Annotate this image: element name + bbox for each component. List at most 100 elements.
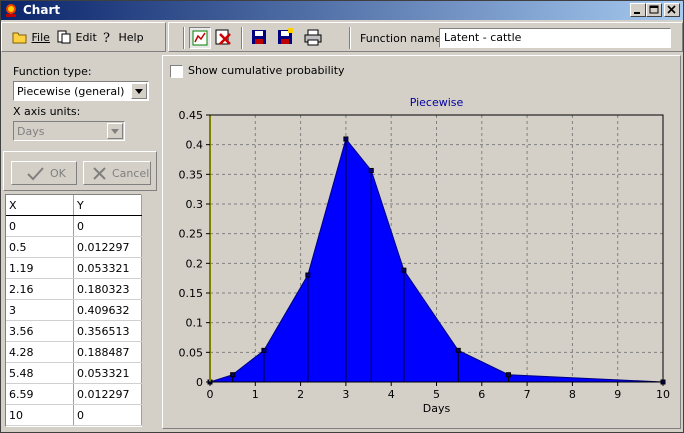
chart-panel: Show cumulative probability 0 1 2 3 4 5 6 7 8 9 10… xyxy=(162,55,681,429)
x-tick-label: 0 xyxy=(207,388,214,401)
window-title: Chart xyxy=(23,3,61,17)
y-tick-label: 0.35 xyxy=(179,168,204,181)
table-row[interactable]: 2.16 0.180323 xyxy=(6,278,142,300)
cell-y[interactable]: 0.053321 xyxy=(73,362,142,384)
toolbar-separator xyxy=(241,27,243,49)
function-name-label: Function name: xyxy=(360,32,446,45)
menu-help[interactable]: ? Help xyxy=(103,31,144,46)
cell-x[interactable]: 2.16 xyxy=(6,278,74,300)
chart-view-icon xyxy=(192,30,208,46)
print-icon xyxy=(304,29,322,46)
menu-file[interactable]: File xyxy=(12,30,50,46)
save-as-button[interactable] xyxy=(275,27,297,49)
cell-y[interactable]: 0 xyxy=(73,215,142,237)
x-tick-label: 7 xyxy=(524,388,531,401)
minimize-button[interactable] xyxy=(630,3,646,17)
delete-chart-icon xyxy=(215,29,231,45)
data-point xyxy=(230,372,236,378)
svg-text:?: ? xyxy=(103,31,110,44)
column-header-x[interactable]: X xyxy=(6,195,74,216)
cell-x[interactable]: 1.19 xyxy=(6,257,74,279)
x-tick-label: 10 xyxy=(656,388,670,401)
cell-x[interactable]: 3 xyxy=(6,299,74,321)
app-icon xyxy=(6,4,16,17)
x-tick-label: 5 xyxy=(433,388,440,401)
cell-y[interactable]: 0.012297 xyxy=(73,236,142,258)
cell-x[interactable]: 5.48 xyxy=(6,362,74,384)
table-row[interactable]: 10 0 xyxy=(6,404,142,426)
data-point xyxy=(368,167,374,173)
x-axis-units-label: X axis units: xyxy=(13,105,81,118)
y-tick-label: 0.1 xyxy=(186,317,204,330)
cell-y[interactable]: 0.356513 xyxy=(73,320,142,342)
x-tick-label: 4 xyxy=(388,388,395,401)
cell-y[interactable]: 0.180323 xyxy=(73,278,142,300)
table-row[interactable]: 1.19 0.053321 xyxy=(6,257,142,279)
function-type-label: Function type: xyxy=(13,65,92,78)
table-row[interactable]: 5.48 0.053321 xyxy=(6,362,142,384)
save-button[interactable] xyxy=(249,27,271,49)
maximize-button[interactable] xyxy=(646,3,662,17)
table-row[interactable]: 3.56 0.356513 xyxy=(6,320,142,342)
cell-y[interactable]: 0 xyxy=(73,404,142,426)
cumulative-checkbox[interactable] xyxy=(170,65,183,78)
function-type-select[interactable]: Piecewise (general) xyxy=(13,81,149,101)
table-row[interactable]: 3 0.409632 xyxy=(6,299,142,321)
cell-x[interactable]: 0.5 xyxy=(6,236,74,258)
cell-x[interactable]: 3.56 xyxy=(6,320,74,342)
y-tick-label: 0.05 xyxy=(179,346,204,359)
data-point xyxy=(305,272,311,278)
check-icon xyxy=(27,167,44,181)
cell-y[interactable]: 0.012297 xyxy=(73,383,142,405)
edit-icon xyxy=(57,30,71,44)
x-axis-units-select[interactable]: Days xyxy=(13,121,125,141)
save-icon xyxy=(252,30,266,44)
close-button[interactable] xyxy=(664,3,680,17)
ok-button[interactable]: OK xyxy=(11,161,77,185)
toolbar-separator xyxy=(183,27,185,49)
delete-chart-button[interactable] xyxy=(213,27,235,49)
y-tick-label: 0.4 xyxy=(186,139,204,152)
minimize-icon xyxy=(634,12,640,14)
y-tick-label: 0.15 xyxy=(179,287,204,300)
cell-x[interactable]: 6.59 xyxy=(6,383,74,405)
table-row[interactable]: 0.5 0.012297 xyxy=(6,236,142,258)
y-tick-label: 0.3 xyxy=(186,198,204,211)
cell-y[interactable]: 0.053321 xyxy=(73,257,142,279)
save-as-icon xyxy=(278,28,293,44)
cell-x[interactable]: 4.28 xyxy=(6,341,74,363)
function-name-input[interactable]: Latent - cattle xyxy=(439,28,671,48)
help-icon: ? xyxy=(103,31,110,46)
column-header-y[interactable]: Y xyxy=(73,195,142,216)
dropdown-arrow[interactable] xyxy=(131,83,147,99)
toolbar-separator xyxy=(349,27,351,49)
data-point xyxy=(343,136,349,142)
chart-area: 0 1 2 3 4 5 6 7 8 9 10 0 0.05 0.1 0.15 0.2 0.25 0.3 0.35 0.… xyxy=(163,86,680,426)
data-point xyxy=(455,347,461,353)
toolbar: Function name: Latent - cattle xyxy=(168,22,683,52)
title-bar: Chart xyxy=(1,1,683,20)
x-tick-label: 6 xyxy=(478,388,485,401)
dropdown-arrow[interactable] xyxy=(107,123,123,139)
x-tick-label: 8 xyxy=(569,388,576,401)
left-panel: Function type: Piecewise (general) X axi… xyxy=(3,55,157,429)
menu-bar: File Edit ? Help xyxy=(1,22,166,52)
chart-view-button[interactable] xyxy=(189,27,211,49)
table-row[interactable]: 4.28 0.188487 xyxy=(6,341,142,363)
cell-x[interactable]: 0 xyxy=(6,215,74,237)
cancel-button[interactable]: Cancel xyxy=(83,161,151,185)
table-row[interactable]: 6.59 0.012297 xyxy=(6,383,142,405)
menu-edit[interactable]: Edit xyxy=(56,30,97,46)
cell-y[interactable]: 0.409632 xyxy=(73,299,142,321)
x-tick-label: 2 xyxy=(297,388,304,401)
print-button[interactable] xyxy=(303,27,325,49)
cell-y[interactable]: 0.188487 xyxy=(73,341,142,363)
chevron-down-icon xyxy=(135,89,143,94)
table-header-row: X Y xyxy=(6,195,142,216)
maximize-icon xyxy=(649,5,659,14)
y-tick-label: 0.25 xyxy=(179,228,204,241)
cell-x[interactable]: 10 xyxy=(6,404,74,426)
